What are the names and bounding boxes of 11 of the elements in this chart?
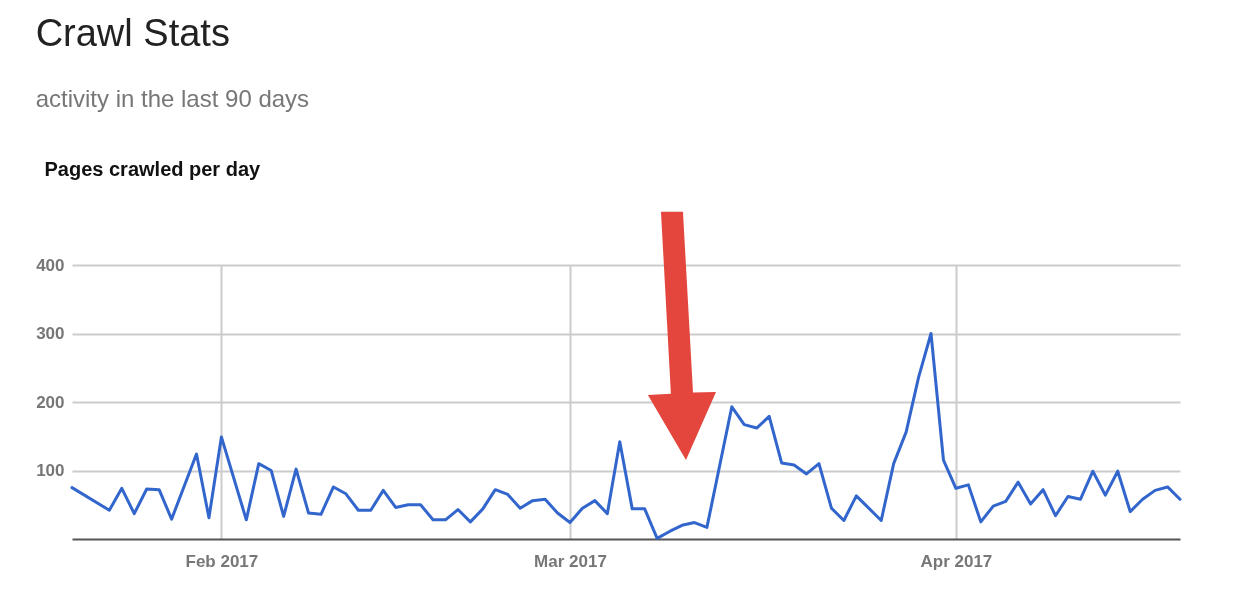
y-tick-label: 200 (36, 392, 65, 412)
y-tick-label: 100 (36, 461, 65, 480)
x-tick-label: Feb 2017 (185, 551, 259, 571)
line-series (70, 332, 1182, 540)
y-tick-label: 400 (36, 255, 65, 275)
y-axis-title: Pages crawled per day (44, 157, 262, 180)
chart-title: Crawl Stats (35, 12, 230, 54)
y-tick-label: 300 (36, 324, 65, 343)
x-tick-label: Mar 2017 (534, 551, 607, 571)
chart-subtitle: activity in the last 90 days (35, 85, 310, 112)
x-tick-label: Apr 2017 (920, 551, 993, 571)
